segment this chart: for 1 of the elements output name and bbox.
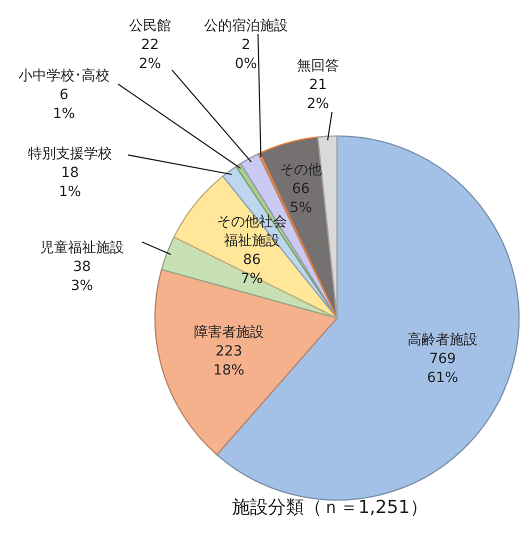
title: 施設分類（ｎ＝1,251） xyxy=(232,497,428,518)
